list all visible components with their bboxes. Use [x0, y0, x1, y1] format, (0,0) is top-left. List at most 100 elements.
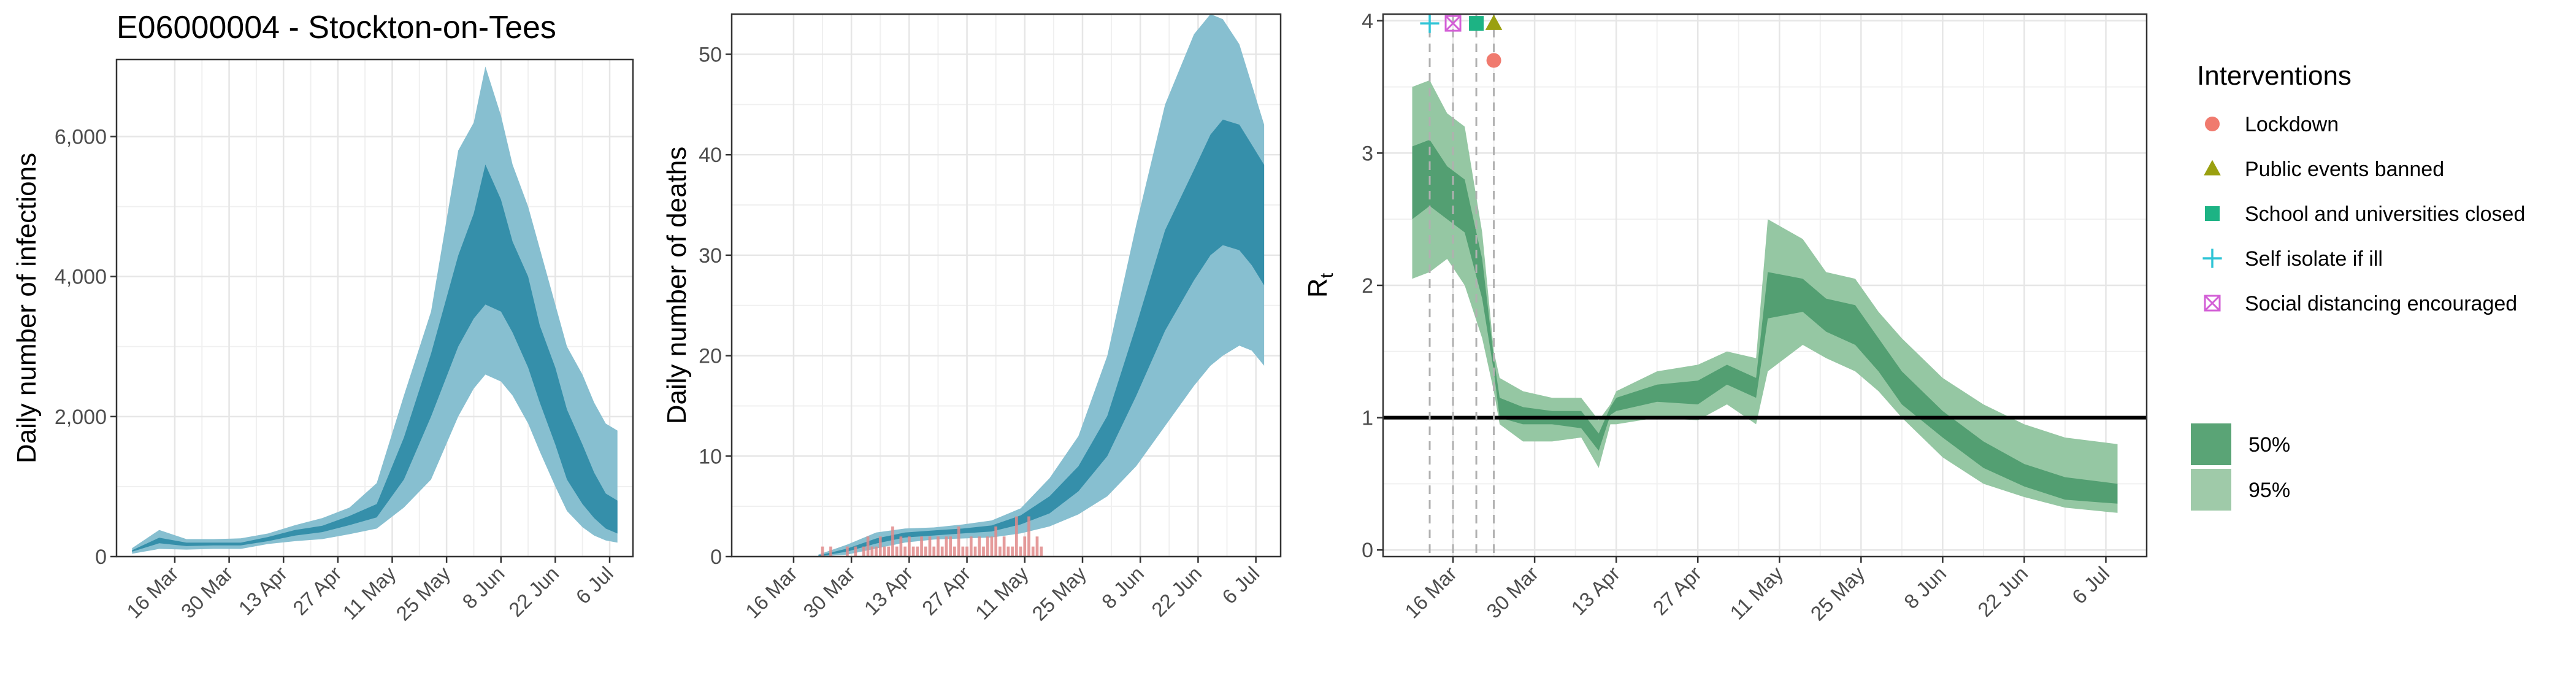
observed-death-bar	[846, 546, 849, 557]
observed-death-bar	[969, 536, 973, 557]
observed-death-bar	[891, 526, 894, 557]
intervention-marker-square-x-box	[1444, 15, 1462, 32]
intervention-marker-square-x	[1444, 15, 1462, 32]
panel-border	[730, 13, 1282, 558]
intervention-marker-circle	[1486, 53, 1501, 68]
observed-death-bar	[994, 526, 998, 557]
y-tick-label: 0	[710, 546, 722, 569]
x-tick-label: 16 Mar	[741, 562, 802, 623]
observed-death-bar	[1035, 536, 1039, 557]
legend-marker-plus	[2202, 249, 2222, 268]
y-tick-label: 4	[1362, 10, 1373, 33]
legend-band-swatch	[2191, 423, 2231, 465]
observed-death-bar	[986, 536, 989, 557]
x-tick-label: 6 Jul	[1217, 562, 1263, 608]
legend-marker-square-x-d2	[2204, 295, 2221, 312]
y-axis: 0 1 2 3 4	[1362, 10, 1383, 562]
x-tick-label: 30 Mar	[799, 562, 859, 623]
legend-marker-circle	[2205, 117, 2220, 131]
x-tick-label: 13 Apr	[234, 562, 292, 620]
x-tick-label: 8 Jun	[1097, 562, 1148, 613]
intervention-marker-square	[1469, 16, 1484, 31]
legend-band-swatch	[2191, 469, 2231, 511]
x-tick-label: 22 Jun	[1147, 562, 1206, 621]
intervention-marker-square-x-d2	[1444, 15, 1462, 32]
observed-death-bar	[1023, 536, 1027, 557]
observed-death-bar	[887, 546, 891, 557]
observed-death-bar	[932, 546, 936, 557]
legend-marker-square-x	[2204, 295, 2221, 312]
x-tick-label: 25 May	[391, 561, 454, 625]
y-axis: 0 10 20 30 40 50	[699, 43, 732, 569]
y-tick-label: 1	[1362, 407, 1373, 430]
x-tick-label: 27 Apr	[1649, 562, 1706, 620]
observed-death-bar	[1011, 546, 1014, 557]
x-tick-label: 16 Mar	[1400, 562, 1461, 623]
legend-item-label: Public events banned	[2245, 158, 2444, 181]
y-tick-label: 3	[1362, 142, 1373, 165]
y-tick-label: 0	[95, 546, 107, 569]
grid-lines	[732, 14, 1281, 558]
observed-death-bar	[911, 546, 915, 557]
observed-death-bar	[940, 546, 944, 557]
y-axis-title: Daily number of deaths	[662, 147, 692, 424]
observed-death-bar	[1027, 516, 1030, 557]
observed-death-bar	[870, 546, 874, 557]
observed-death-bar	[978, 536, 981, 557]
observed-death-bar	[999, 546, 1002, 557]
intervention-marker-triangle	[1485, 14, 1503, 30]
intervention-marker-plus	[1420, 14, 1439, 33]
observed-death-bar	[945, 536, 948, 557]
x-tick-label: 22 Jun	[504, 562, 563, 621]
observed-death-bar	[1019, 546, 1022, 557]
observed-death-bar	[973, 546, 977, 557]
observed-death-bar	[928, 536, 932, 557]
legend-item-label: Self isolate if ill	[2245, 247, 2383, 271]
observed-death-bar	[854, 546, 857, 557]
y-axis: 0 2,000 4,000 6,000	[55, 125, 117, 569]
x-tick-label: 13 Apr	[1566, 562, 1624, 620]
panel-border	[115, 58, 634, 558]
x-tick-label: 6 Jul	[572, 562, 618, 608]
x-tick-label: 8 Jun	[458, 562, 508, 613]
y-tick-label: 0	[1362, 539, 1373, 562]
observed-death-bar	[895, 546, 899, 557]
legend: Interventions Lockdown Public events banne…	[2191, 61, 2525, 511]
ribbon-95-rt	[1412, 80, 2118, 513]
observed-death-bar	[866, 536, 870, 557]
y-tick-label: 50	[699, 43, 722, 66]
observed-death-bar	[937, 536, 940, 557]
ribbon-95-infections	[132, 66, 618, 554]
y-tick-label: 30	[699, 244, 722, 268]
observed-death-bar	[965, 546, 968, 557]
y-axis-title: Daily number of infections	[12, 153, 42, 463]
ribbon-50-infections	[132, 164, 618, 552]
observed-death-bar	[1040, 546, 1043, 557]
legend-item-label: Lockdown	[2245, 113, 2339, 136]
x-tick-label: 25 May	[1806, 561, 1869, 625]
x-tick-label: 30 Mar	[1482, 562, 1543, 623]
observed-death-bar	[982, 546, 985, 557]
observed-death-bar	[1014, 516, 1018, 557]
observed-death-bar	[916, 546, 919, 557]
x-tick-label: 16 Mar	[122, 562, 183, 623]
legend-marker-square-x-box	[2204, 295, 2221, 312]
legend-item-label: Social distancing encouraged	[2245, 292, 2517, 315]
y-tick-label: 2,000	[55, 406, 107, 429]
y-tick-label: 6,000	[55, 125, 107, 149]
x-tick-label: 11 May	[971, 561, 1033, 623]
ribbon-95-deaths	[818, 14, 1265, 557]
legend-marker-triangle	[2204, 160, 2221, 176]
observed-death-bar	[990, 536, 994, 557]
panel-rt: 0 1 2 3 4 16 Mar 30 Mar 13 Apr 27 Apr 11 May 25 Ma…	[1303, 10, 2148, 625]
legend-title: Interventions	[2197, 61, 2352, 91]
observed-death-bar	[908, 536, 911, 557]
observed-death-bar	[903, 546, 907, 557]
ribbon-50-rt	[1412, 139, 2118, 504]
